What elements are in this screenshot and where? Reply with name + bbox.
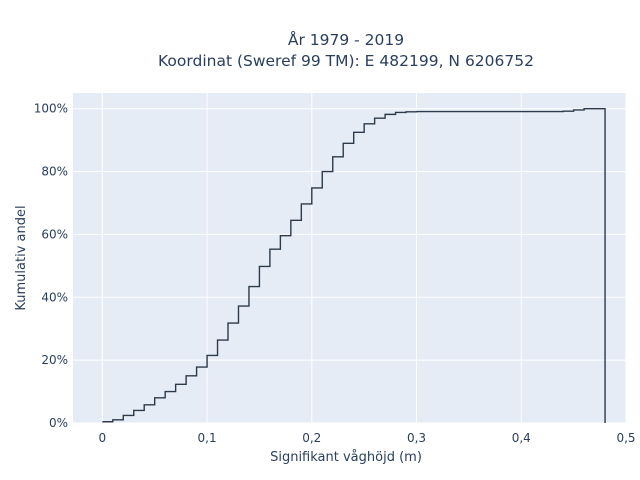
ecdf-point xyxy=(226,321,229,324)
ecdf-point xyxy=(603,421,606,424)
ecdf-point xyxy=(205,354,208,357)
ecdf-point xyxy=(111,418,114,421)
gridlines xyxy=(73,93,627,424)
ecdf-point xyxy=(373,117,376,120)
ecdf-point xyxy=(321,170,324,173)
chart-title-line-1: År 1979 - 2019 xyxy=(288,30,404,49)
y-tick-label: 20% xyxy=(41,353,68,367)
y-tick-label: 40% xyxy=(41,290,68,304)
ecdf-point xyxy=(258,265,261,268)
ecdf-point xyxy=(164,390,167,393)
ecdf-point xyxy=(268,248,271,251)
ecdf-point xyxy=(289,219,292,222)
y-axis-ticks: 0% 20% 40% 60% 80% 100% xyxy=(34,102,68,430)
ecdf-point xyxy=(153,396,156,399)
ecdf-point xyxy=(143,403,146,406)
ecdf-point xyxy=(342,142,345,145)
ecdf-point xyxy=(174,383,177,386)
ecdf-point xyxy=(185,374,188,377)
y-tick-label: 80% xyxy=(41,165,68,179)
ecdf-point xyxy=(384,113,387,116)
plot-area xyxy=(73,93,626,423)
ecdf-point xyxy=(279,234,282,237)
chart-title-line-2: Koordinat (Sweref 99 TM): E 482199, N 62… xyxy=(158,52,534,70)
x-axis-ticks: 0 0,1 0,2 0,3 0,4 0,5 xyxy=(99,431,636,445)
ecdf-point xyxy=(363,122,366,125)
ecdf-point xyxy=(310,186,313,189)
x-tick-label: 0,4 xyxy=(512,431,531,445)
x-tick-label: 0,3 xyxy=(407,431,426,445)
y-tick-label: 0% xyxy=(49,416,68,430)
ecdf-point xyxy=(247,285,250,288)
x-tick-label: 0,1 xyxy=(198,431,217,445)
ecdf-point xyxy=(562,110,565,113)
ecdf-point xyxy=(237,304,240,307)
ecdf-point xyxy=(195,365,198,368)
y-tick-label: 60% xyxy=(41,227,68,241)
ecdf-point xyxy=(394,111,397,114)
ecdf-point xyxy=(352,131,355,134)
ecdf-point xyxy=(572,108,575,111)
ecdf-point xyxy=(300,202,303,205)
ecdf-point xyxy=(101,420,104,423)
ecdf-step-line xyxy=(102,108,606,423)
ecdf-point xyxy=(216,338,219,341)
x-tick-label: 0 xyxy=(99,431,107,445)
ecdf-point xyxy=(331,155,334,158)
x-tick-label: 0,2 xyxy=(302,431,321,445)
y-tick-label: 100% xyxy=(34,102,68,116)
ecdf-point xyxy=(404,110,407,113)
ecdf-point xyxy=(415,110,418,113)
ecdf-point xyxy=(132,409,135,412)
series-layer xyxy=(101,107,606,424)
x-axis-title: Signifikant våghöjd (m) xyxy=(270,450,422,465)
x-tick-label: 0,5 xyxy=(616,431,635,445)
ecdf-point xyxy=(583,107,586,110)
ecdf-point xyxy=(122,414,125,417)
y-axis-title: Kumulativ andel xyxy=(14,205,29,310)
